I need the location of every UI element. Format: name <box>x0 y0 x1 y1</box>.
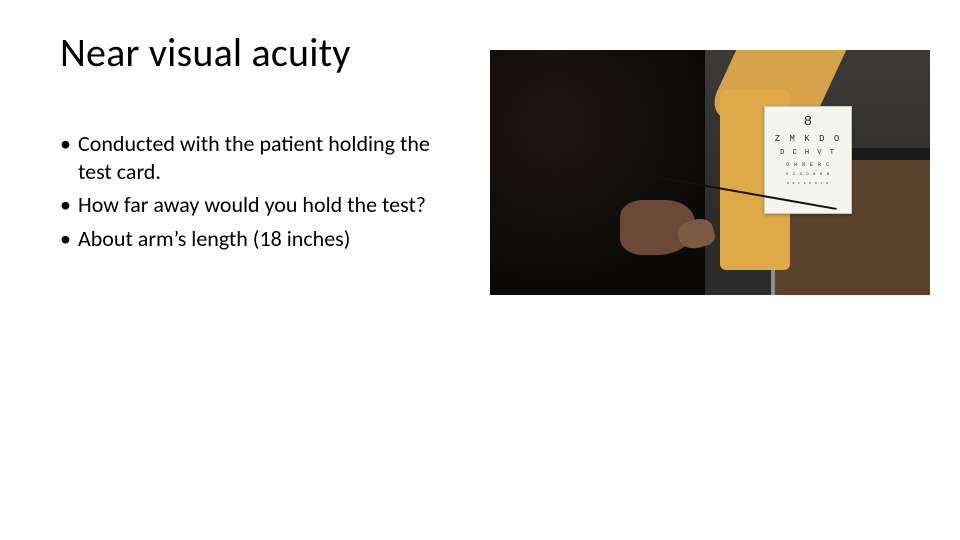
list-item: About arm’s length (18 inches) <box>60 225 460 253</box>
list-item: Conducted with the patient holding the t… <box>60 130 460 185</box>
eye-chart-row: V Z S D K H N <box>765 173 851 177</box>
slide-title: Near visual acuity <box>60 28 351 77</box>
eye-chart-row: Z M K D O <box>765 135 851 144</box>
list-item: How far away would you hold the test? <box>60 191 460 219</box>
eye-chart-row: O H N E R C <box>765 163 851 168</box>
bullet-list: Conducted with the patient holding the t… <box>60 130 460 252</box>
slide: Near visual acuity Conducted with the pa… <box>0 0 960 540</box>
slide-body: Conducted with the patient holding the t… <box>60 130 460 258</box>
eye-chart-row: D C H V T <box>765 150 851 157</box>
image-patient-hair <box>490 50 705 295</box>
content-image: 8 Z M K D O D C H V T O H N E R C V Z S … <box>490 50 930 295</box>
eye-chart-row: N R C S K D V O <box>765 182 851 185</box>
eye-chart-row: 8 <box>765 115 851 129</box>
